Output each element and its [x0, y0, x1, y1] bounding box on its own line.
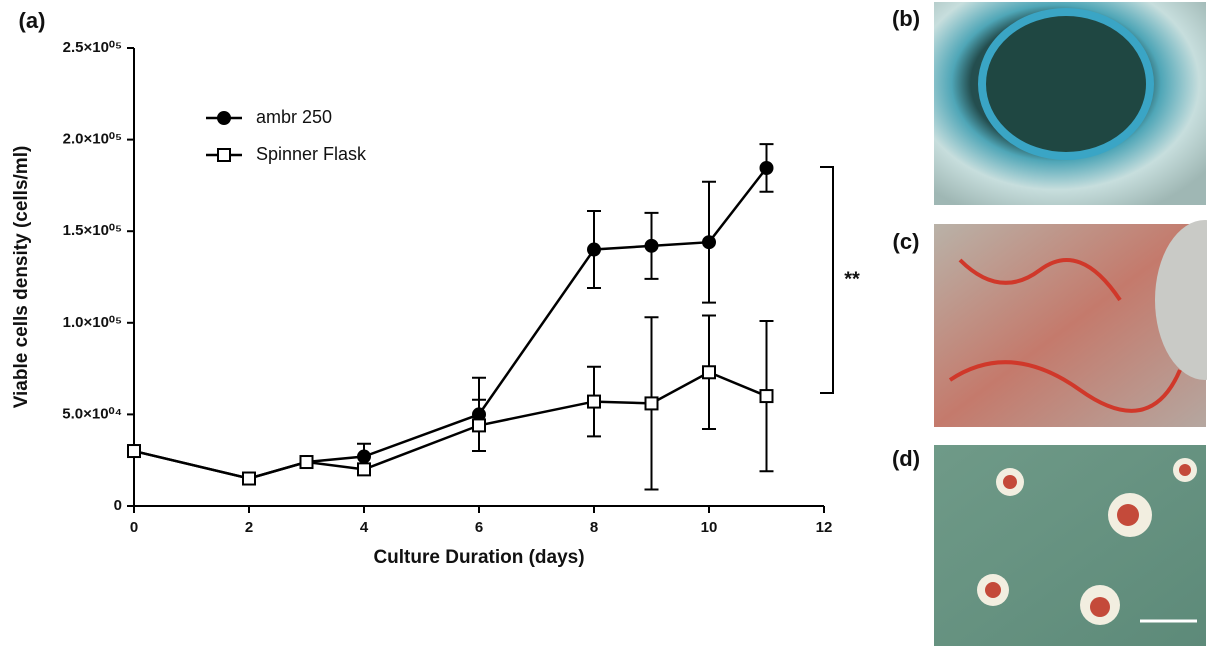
panel-d-image [934, 445, 1206, 646]
data-point [759, 160, 774, 175]
y-tick-label: 1.0×10⁰⁵ [63, 314, 122, 331]
data-point [242, 471, 256, 486]
annotation: ** [844, 268, 860, 290]
data-point [357, 462, 371, 477]
y-tick-label: 2.0×10⁰⁵ [63, 131, 122, 148]
panel-label: (b) [892, 6, 920, 31]
y-tick-label: 1.5×10⁰⁵ [63, 222, 122, 239]
data-point [587, 394, 601, 409]
panel-label: (c) [893, 229, 920, 254]
data-point [587, 242, 601, 257]
legend-label: Spinner Flask [256, 144, 367, 164]
data-point [759, 389, 774, 404]
x-tick-label: 4 [360, 519, 369, 536]
panel-c-image [934, 220, 1207, 427]
panel-label: (a) [19, 8, 46, 33]
y-tick-label: 0 [114, 497, 122, 514]
data-point [472, 418, 486, 433]
legend-marker [217, 111, 231, 125]
x-tick-label: 2 [245, 519, 253, 536]
y-tick-label: 5.0×10⁰⁴ [62, 405, 122, 422]
significance-bracket [820, 166, 834, 394]
data-point [127, 444, 141, 459]
y-tick-label: 2.5×10⁰⁵ [63, 39, 122, 56]
x-tick-label: 6 [475, 519, 483, 536]
x-tick-label: 0 [130, 519, 138, 536]
panel-label: (d) [892, 446, 920, 471]
panel-b-image [934, 2, 1206, 205]
x-tick-label: 8 [590, 519, 598, 536]
data-point [644, 396, 659, 411]
data-point [357, 449, 371, 464]
y-axis-label: Viable cells density (cells/ml) [11, 146, 32, 409]
data-point [644, 238, 659, 253]
series-line [133, 167, 768, 480]
legend-label: ambr 250 [256, 107, 332, 127]
data-point [299, 455, 314, 470]
x-axis-label: Culture Duration (days) [373, 547, 584, 568]
x-tick-label: 10 [701, 519, 718, 536]
data-point [702, 365, 716, 380]
x-tick-label: 12 [816, 519, 833, 536]
data-point [702, 235, 716, 250]
legend-marker [217, 148, 231, 162]
